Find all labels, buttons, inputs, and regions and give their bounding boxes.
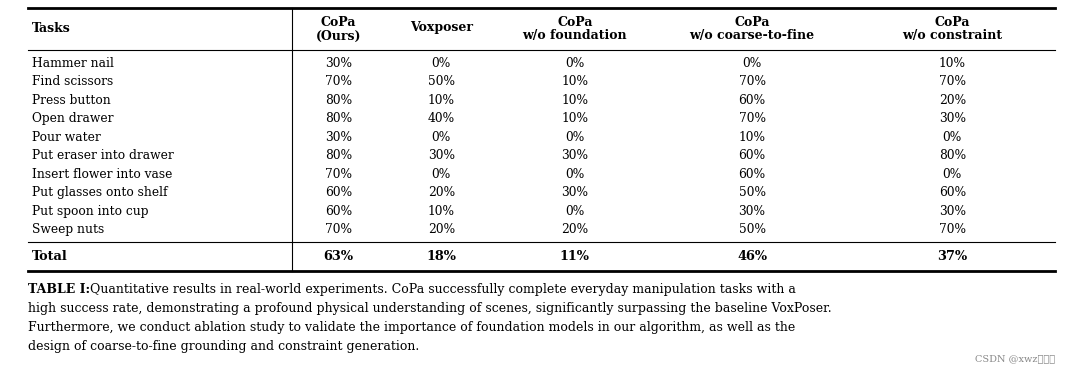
Text: 60%: 60% [739, 149, 766, 162]
Text: 0%: 0% [432, 168, 451, 181]
Text: (Ours): (Ours) [316, 30, 362, 43]
Text: 60%: 60% [739, 168, 766, 181]
Text: 46%: 46% [737, 250, 767, 262]
Text: 50%: 50% [428, 75, 455, 88]
Text: Put eraser into drawer: Put eraser into drawer [32, 149, 174, 162]
Text: Sweep nuts: Sweep nuts [32, 223, 105, 236]
Text: design of coarse-to-fine grounding and constraint generation.: design of coarse-to-fine grounding and c… [28, 340, 419, 353]
Text: Quantitative results in real-world experiments. CoPa successfully complete every: Quantitative results in real-world exper… [86, 283, 796, 296]
Text: 10%: 10% [939, 57, 966, 70]
Text: 37%: 37% [937, 250, 968, 262]
Text: 0%: 0% [565, 168, 584, 181]
Text: 18%: 18% [427, 250, 457, 262]
Text: Furthermore, we conduct ablation study to validate the importance of foundation : Furthermore, we conduct ablation study t… [28, 321, 795, 334]
Text: 10%: 10% [428, 205, 455, 218]
Text: w/o constraint: w/o constraint [902, 30, 1002, 43]
Text: 80%: 80% [325, 112, 352, 125]
Text: 60%: 60% [939, 186, 966, 199]
Text: 0%: 0% [742, 57, 761, 70]
Text: 70%: 70% [325, 75, 352, 88]
Text: CoPa: CoPa [557, 16, 593, 28]
Text: 70%: 70% [739, 75, 766, 88]
Text: 10%: 10% [562, 112, 589, 125]
Text: CoPa: CoPa [734, 16, 770, 28]
Text: Hammer nail: Hammer nail [32, 57, 113, 70]
Text: 30%: 30% [325, 57, 352, 70]
Text: Put spoon into cup: Put spoon into cup [32, 205, 149, 218]
Text: CoPa: CoPa [321, 16, 356, 28]
Text: Tasks: Tasks [32, 21, 71, 34]
Text: 60%: 60% [325, 205, 352, 218]
Text: 0%: 0% [565, 57, 584, 70]
Text: 0%: 0% [432, 57, 451, 70]
Text: 80%: 80% [325, 94, 352, 107]
Text: 50%: 50% [739, 223, 766, 236]
Text: Total: Total [32, 250, 68, 262]
Text: 30%: 30% [562, 149, 589, 162]
Text: Put glasses onto shelf: Put glasses onto shelf [32, 186, 167, 199]
Text: 30%: 30% [325, 131, 352, 144]
Text: 30%: 30% [739, 205, 766, 218]
Text: Open drawer: Open drawer [32, 112, 113, 125]
Text: 10%: 10% [562, 75, 589, 88]
Text: 30%: 30% [939, 205, 966, 218]
Text: 60%: 60% [739, 94, 766, 107]
Text: TABLE I:: TABLE I: [28, 283, 90, 296]
Text: Find scissors: Find scissors [32, 75, 113, 88]
Text: 0%: 0% [943, 131, 962, 144]
Text: 60%: 60% [325, 186, 352, 199]
Text: 0%: 0% [943, 168, 962, 181]
Text: CoPa: CoPa [934, 16, 970, 28]
Text: 10%: 10% [739, 131, 766, 144]
Text: 20%: 20% [428, 223, 455, 236]
Text: 80%: 80% [939, 149, 966, 162]
Text: 50%: 50% [739, 186, 766, 199]
Text: w/o coarse-to-fine: w/o coarse-to-fine [689, 30, 814, 43]
Text: 20%: 20% [939, 94, 966, 107]
Text: 0%: 0% [565, 205, 584, 218]
Text: 11%: 11% [559, 250, 590, 262]
Text: Insert flower into vase: Insert flower into vase [32, 168, 173, 181]
Text: 70%: 70% [939, 75, 966, 88]
Text: 30%: 30% [939, 112, 966, 125]
Text: 10%: 10% [562, 94, 589, 107]
Text: 10%: 10% [428, 94, 455, 107]
Text: Pour water: Pour water [32, 131, 100, 144]
Text: Voxposer: Voxposer [410, 21, 473, 34]
Text: 40%: 40% [428, 112, 455, 125]
Text: 70%: 70% [939, 223, 966, 236]
Text: Press button: Press button [32, 94, 111, 107]
Text: 20%: 20% [562, 223, 589, 236]
Text: 70%: 70% [325, 223, 352, 236]
Text: CSDN @xwz小王子: CSDN @xwz小王子 [975, 354, 1055, 363]
Text: 0%: 0% [432, 131, 451, 144]
Text: w/o foundation: w/o foundation [523, 30, 627, 43]
Text: 30%: 30% [428, 149, 455, 162]
Text: 70%: 70% [325, 168, 352, 181]
Text: 0%: 0% [565, 131, 584, 144]
Text: high success rate, demonstrating a profound physical understanding of scenes, si: high success rate, demonstrating a profo… [28, 302, 832, 315]
Text: 80%: 80% [325, 149, 352, 162]
Text: 20%: 20% [428, 186, 455, 199]
Text: 70%: 70% [739, 112, 766, 125]
Text: 30%: 30% [562, 186, 589, 199]
Text: 63%: 63% [324, 250, 354, 262]
